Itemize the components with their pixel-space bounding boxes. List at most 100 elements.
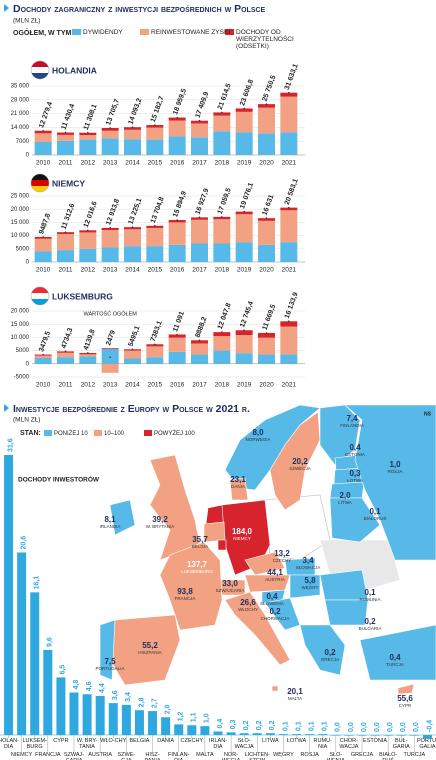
flag-stripe <box>31 299 49 305</box>
country <box>344 404 436 561</box>
region-name: ESTONIA <box>345 452 365 457</box>
bar-segment <box>213 243 231 262</box>
bar-segment <box>235 132 253 155</box>
total-label: 8888,2 <box>195 316 209 339</box>
country <box>299 624 346 676</box>
region-value: 55,6 <box>397 694 413 703</box>
map <box>0 400 436 730</box>
total-marker <box>131 226 134 228</box>
region-value: 8,1 <box>104 515 116 524</box>
legend-swatch <box>144 430 152 436</box>
bar-value-label: 0,3 <box>230 720 237 730</box>
x-tick-label: 2013 <box>103 382 118 389</box>
region-name: BELGIA <box>192 544 208 549</box>
bar-value-label: 31,6 <box>7 438 14 452</box>
total-marker <box>198 119 201 122</box>
unit: (MLN ZŁ) <box>13 18 40 25</box>
bar-value-label: 1,2 <box>178 712 185 722</box>
total-marker <box>64 350 67 353</box>
bar-segment <box>124 139 141 155</box>
bar-segment <box>235 211 253 215</box>
region-value: 3,4 <box>302 556 314 565</box>
bar-segment <box>57 132 74 135</box>
total-marker <box>109 356 111 359</box>
bar-segment <box>191 120 208 124</box>
x-tick-label: 2021 <box>282 267 297 274</box>
bar-segment <box>280 321 298 327</box>
x-tick-label: LITWA <box>262 738 279 744</box>
country <box>224 591 291 666</box>
total-marker <box>221 331 223 333</box>
region-value: 0,4 <box>389 653 401 662</box>
region-value: 20,1 <box>287 687 303 696</box>
x-tick-label: 2013 <box>103 160 118 167</box>
bar <box>56 677 66 735</box>
section-title: Inwestycje bezpośrednie z Europy w Polsc… <box>13 403 250 415</box>
region-value: 39,2 <box>152 515 168 524</box>
x-tick-label: SZWAJ-CARIA <box>63 752 85 760</box>
bar-segment <box>101 247 119 262</box>
region-name: BIAŁORUŚ <box>364 514 387 521</box>
bar-value-label: 0,2 <box>256 720 263 730</box>
x-tick-label: 2017 <box>192 160 207 167</box>
bar-value-label: 1,1 <box>191 712 198 722</box>
x-tick-label: BIAŁO-RUŚ <box>379 752 398 760</box>
x-tick-label: 2020 <box>259 382 274 389</box>
x-tick-label: 2015 <box>148 267 163 274</box>
bar-segment <box>57 250 74 262</box>
x-tick-label: 2019 <box>237 160 252 167</box>
legend-label: PONIŻEJ 10 <box>54 430 88 437</box>
country <box>324 599 369 626</box>
bar-segment <box>213 115 231 132</box>
bar-value-label: 0,2 <box>269 720 276 730</box>
bar-value-label: 3,6 <box>112 690 119 700</box>
y-tick-label: 15 000 <box>11 220 30 226</box>
x-tick-label: 2014 <box>125 382 140 389</box>
bar-segment <box>146 139 164 155</box>
x-tick-label: 2021 <box>282 160 297 167</box>
total-marker <box>109 127 111 129</box>
x-tick-label: MALTA <box>196 752 214 758</box>
x-tick-label: 2013 <box>103 267 118 274</box>
legend-label: 10–100 <box>104 431 125 437</box>
bar-segment <box>258 244 275 262</box>
total-marker <box>42 353 44 356</box>
region-value: 0,2 <box>364 617 376 626</box>
country <box>289 574 321 599</box>
bar-segment <box>57 352 74 358</box>
region-name: SŁOWENIA <box>260 601 284 606</box>
x-tick-label: WŁO-CHY <box>100 738 127 744</box>
bar-segment <box>213 332 231 337</box>
x-tick-label: DANIA <box>157 738 175 744</box>
region-name: AUSTRIA <box>265 577 285 582</box>
x-tick-label: AUSTRIA <box>88 752 113 758</box>
bar <box>82 694 92 735</box>
region-name: CHORWACJA <box>261 616 290 621</box>
bar <box>148 711 158 735</box>
y-tick-label: -5000 <box>14 375 30 381</box>
section-icon <box>4 4 9 12</box>
bar-value-label: 0,1 <box>322 721 329 731</box>
region-value: 35,7 <box>192 535 208 544</box>
bar <box>134 710 144 735</box>
bar-segment <box>34 130 52 134</box>
bar-value-label: 0,0 <box>387 722 394 732</box>
region-name: ŁOTWA <box>347 478 363 483</box>
bar-segment <box>168 120 186 137</box>
region-value: 8,0 <box>252 428 264 437</box>
logo: NS <box>424 411 432 417</box>
bar-segment <box>34 133 52 142</box>
region-name: NIEMCY <box>233 536 251 541</box>
total-marker <box>64 231 67 233</box>
bar-segment <box>258 107 275 134</box>
total-label: 11 091 <box>172 311 186 333</box>
y-tick-label: 28 000 <box>11 97 30 103</box>
y-tick-label: 5000 <box>16 348 30 354</box>
total-marker <box>109 227 111 229</box>
bar-segment <box>124 358 141 364</box>
total-marker <box>42 129 44 132</box>
region-value: 7,4 <box>346 414 358 423</box>
x-tick-label: NIEMCY <box>10 752 33 758</box>
country <box>109 499 136 536</box>
